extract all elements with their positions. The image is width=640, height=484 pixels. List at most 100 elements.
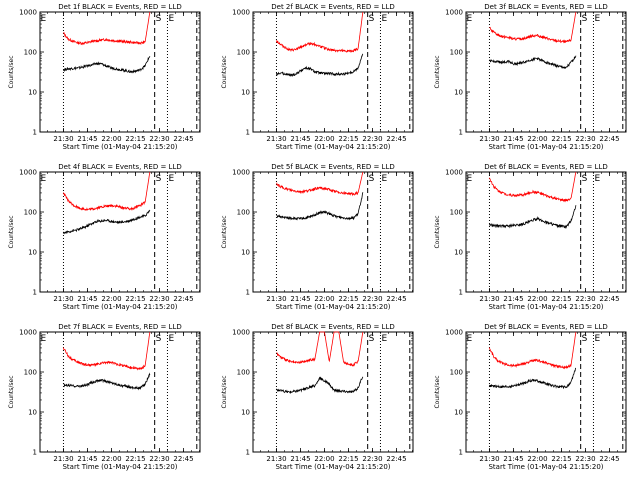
y-axis-label: Counts/sec bbox=[8, 55, 15, 88]
lld-series-line bbox=[276, 11, 364, 53]
lld-series-line bbox=[489, 11, 577, 44]
panel-title: Det 1f BLACK = Events, RED = LLD bbox=[58, 3, 181, 11]
x-tick-label: 21:30 bbox=[479, 455, 499, 463]
events-series-line bbox=[276, 192, 364, 221]
y-tick-label: 1 bbox=[33, 129, 37, 137]
panel-4: Det 4f BLACK = Events, RED = LLD 1 10 100 10… bbox=[8, 163, 201, 311]
marker-label: S bbox=[156, 174, 162, 184]
x-tick-label: 22:15 bbox=[338, 455, 358, 463]
panel-7: Det 7f BLACK = Events, RED = LLD 1 10 100 10… bbox=[8, 323, 201, 471]
x-tick-label: 22:45 bbox=[599, 455, 619, 463]
x-tick-label: 21:30 bbox=[266, 455, 286, 463]
y-tick-label: 1000 bbox=[19, 169, 37, 177]
marker-label: E bbox=[466, 334, 472, 344]
x-axis-label: Start Time (01-May-04 21:15:20) bbox=[275, 463, 390, 471]
x-tick-label: 22:15 bbox=[338, 135, 358, 143]
plot-frame bbox=[252, 11, 414, 133]
y-tick-label: 1 bbox=[33, 289, 37, 297]
x-tick-label: 22:30 bbox=[575, 135, 595, 143]
plot-frame bbox=[465, 331, 627, 453]
panel-9: Det 9f BLACK = Events, RED = LLD 1 10 100 10… bbox=[434, 323, 627, 471]
y-tick-label: 1000 bbox=[19, 329, 37, 337]
y-tick-label: 10 bbox=[454, 89, 463, 97]
x-tick-label: 22:45 bbox=[173, 135, 193, 143]
panel-title: Det 9f BLACK = Events, RED = LLD bbox=[484, 323, 607, 331]
marker-label: E bbox=[40, 14, 46, 24]
x-tick-label: 22:45 bbox=[173, 295, 193, 303]
x-tick-label: 22:00 bbox=[101, 295, 121, 303]
panel-title: Det 5f BLACK = Events, RED = LLD bbox=[271, 163, 394, 171]
marker-label: E bbox=[168, 14, 174, 24]
x-tick-label: 21:30 bbox=[266, 135, 286, 143]
panel-2: Det 2f BLACK = Events, RED = LLD 1 10 100 10… bbox=[221, 3, 414, 151]
x-tick-label: 21:30 bbox=[53, 295, 73, 303]
lld-series-line bbox=[63, 171, 151, 211]
y-tick-label: 1 bbox=[459, 129, 463, 137]
y-axis-label: Counts/sec bbox=[434, 375, 441, 408]
x-tick-label: 22:15 bbox=[125, 135, 145, 143]
x-tick-label: 22:00 bbox=[101, 135, 121, 143]
x-tick-label: 22:00 bbox=[527, 135, 547, 143]
y-tick-label: 1000 bbox=[445, 9, 463, 17]
events-series-line bbox=[276, 376, 364, 394]
panel-8: Det 8f BLACK = Events, RED = LLD 1 10 100 10… bbox=[221, 323, 414, 471]
x-tick-label: 22:30 bbox=[362, 455, 382, 463]
y-tick-label: 10 bbox=[241, 89, 250, 97]
y-tick-label: 10 bbox=[454, 249, 463, 257]
x-tick-label: 21:45 bbox=[77, 295, 97, 303]
x-tick-label: 22:30 bbox=[149, 135, 169, 143]
x-tick-label: 22:30 bbox=[575, 295, 595, 303]
plot-frame bbox=[252, 331, 414, 453]
marker-label: S bbox=[582, 334, 588, 344]
x-tick-label: 21:30 bbox=[479, 295, 499, 303]
y-axis-label: Counts/sec bbox=[221, 375, 228, 408]
x-tick-label: 21:45 bbox=[290, 455, 310, 463]
x-tick-label: 22:15 bbox=[551, 455, 571, 463]
marker-label: E bbox=[40, 174, 46, 184]
x-tick-label: 22:45 bbox=[386, 135, 406, 143]
y-axis-label: Counts/sec bbox=[434, 215, 441, 248]
marker-label: E bbox=[40, 334, 46, 344]
y-tick-label: 100 bbox=[237, 209, 250, 217]
x-tick-label: 22:45 bbox=[386, 455, 406, 463]
panel-title: Det 7f BLACK = Events, RED = LLD bbox=[58, 323, 181, 331]
y-tick-label: 10 bbox=[28, 409, 37, 417]
y-tick-label: 1 bbox=[459, 289, 463, 297]
panel-title: Det 2f BLACK = Events, RED = LLD bbox=[271, 3, 394, 11]
marker-label: E bbox=[168, 334, 174, 344]
x-tick-label: 21:45 bbox=[503, 455, 523, 463]
x-tick-label: 22:00 bbox=[527, 295, 547, 303]
x-tick-label: 21:45 bbox=[290, 295, 310, 303]
panel-6: Det 6f BLACK = Events, RED = LLD 1 10 100 10… bbox=[434, 163, 627, 311]
y-tick-label: 1 bbox=[459, 449, 463, 457]
x-axis-label: Start Time (01-May-04 21:15:20) bbox=[488, 143, 603, 151]
x-axis-label: Start Time (01-May-04 21:15:20) bbox=[488, 463, 603, 471]
events-series-line bbox=[489, 367, 577, 390]
panel-5: Det 5f BLACK = Events, RED = LLD 1 10 100 10… bbox=[221, 163, 414, 311]
y-tick-label: 1000 bbox=[232, 9, 250, 17]
x-tick-label: 22:30 bbox=[575, 455, 595, 463]
x-tick-label: 22:30 bbox=[149, 455, 169, 463]
marker-label: E bbox=[466, 174, 472, 184]
lld-series-line bbox=[489, 171, 577, 203]
x-tick-label: 21:45 bbox=[290, 135, 310, 143]
y-axis-label: Counts/sec bbox=[221, 55, 228, 88]
marker-label: E bbox=[594, 174, 600, 184]
x-tick-label: 21:45 bbox=[503, 135, 523, 143]
x-axis-label: Start Time (01-May-04 21:15:20) bbox=[275, 143, 390, 151]
y-tick-label: 100 bbox=[24, 369, 37, 377]
x-tick-label: 22:30 bbox=[362, 135, 382, 143]
events-series-line bbox=[63, 56, 151, 74]
y-tick-label: 100 bbox=[450, 369, 463, 377]
plot-frame bbox=[252, 171, 414, 293]
x-tick-label: 21:45 bbox=[503, 295, 523, 303]
panel-3: Det 3f BLACK = Events, RED = LLD 1 10 100 10… bbox=[434, 3, 627, 151]
marker-label: E bbox=[381, 334, 387, 344]
x-axis-label: Start Time (01-May-04 21:15:20) bbox=[62, 303, 177, 311]
marker-label: S bbox=[582, 14, 588, 24]
marker-label: S bbox=[156, 14, 162, 24]
plot-frame bbox=[39, 331, 201, 453]
events-series-line bbox=[489, 205, 577, 230]
